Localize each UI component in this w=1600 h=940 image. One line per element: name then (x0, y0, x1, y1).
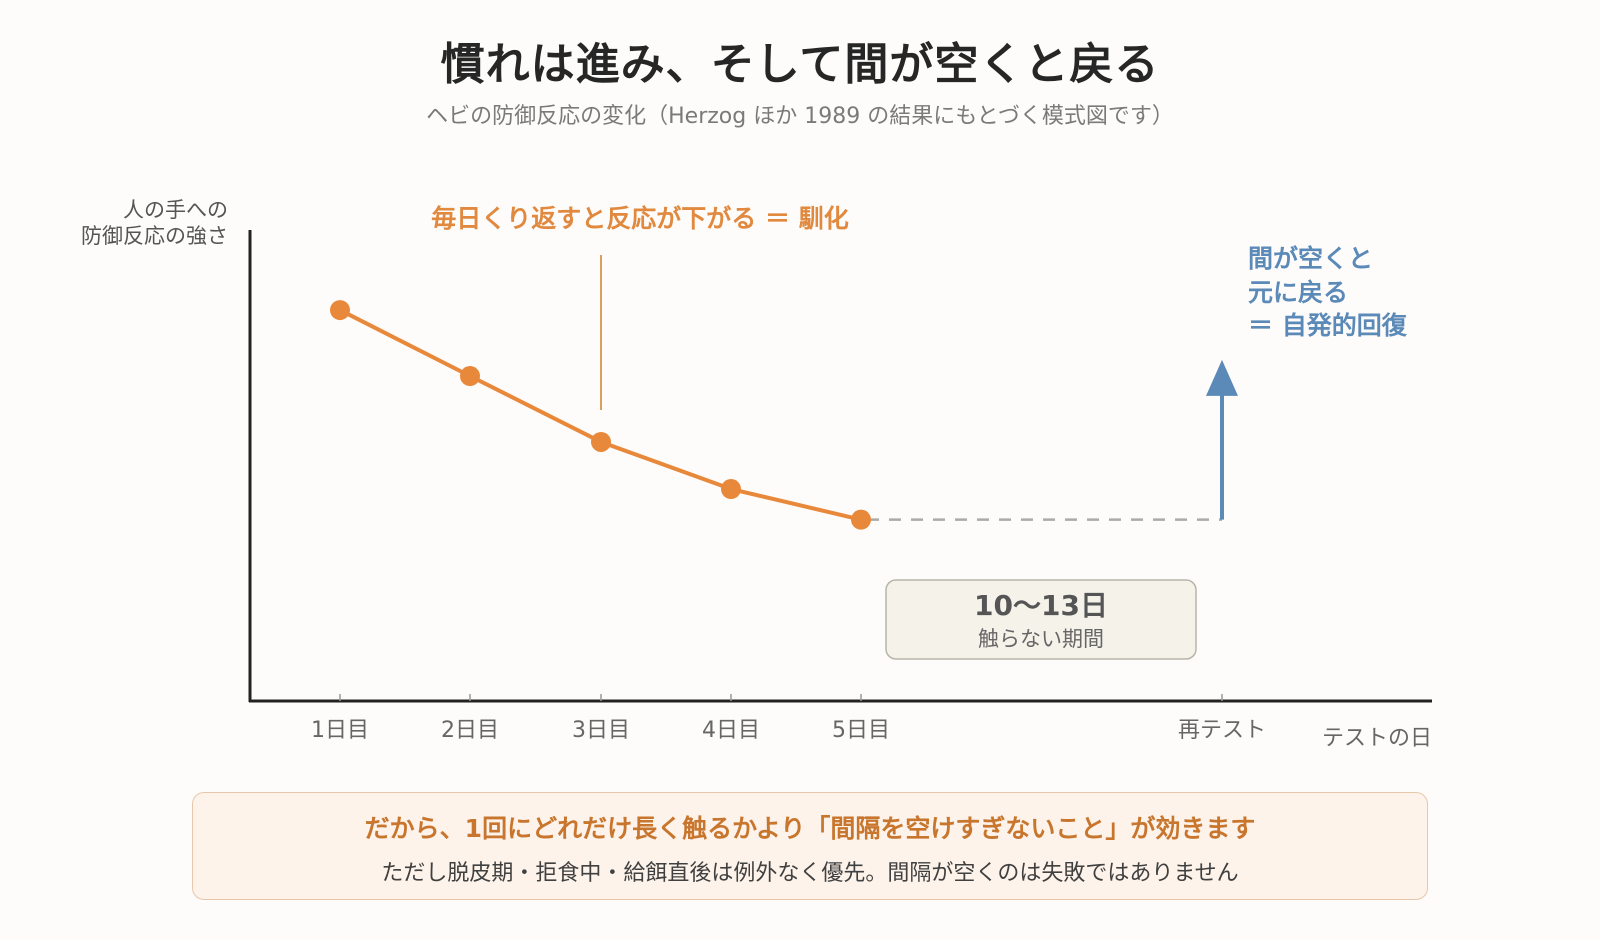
chart-title: 慣れは進み、そして間が空くと戻る (440, 39, 1160, 90)
y-axis-label-line-2: 防御反応の強さ (81, 224, 228, 248)
gap-period-title: 10〜13日 (974, 589, 1108, 622)
x-tick-label: 5日目 (832, 718, 890, 743)
data-point (591, 431, 611, 452)
x-axis-label: テストの日 (1322, 726, 1432, 751)
recovery-annotation-line-3: ＝ 自発的回復 (1248, 311, 1408, 340)
x-tick-label: 2日目 (441, 718, 499, 743)
data-point (851, 509, 871, 530)
y-axis-label-line-1: 人の手への (123, 198, 228, 222)
takeaway-subline: ただし脱皮期・拒食中・給餌直後は例外なく優先。間隔が空くのは失敗ではありません (381, 861, 1239, 886)
x-tick-label: 再テスト (1178, 718, 1266, 743)
takeaway-headline: だから、1回にどれだけ長く触るかより「間隔を空けすぎないこと」が効きます (364, 814, 1256, 843)
x-tick-label: 4日目 (702, 718, 760, 743)
data-point (330, 300, 350, 321)
habituation-annotation: 毎日くり返すと反応が下がる ＝ 馴化 (431, 204, 848, 233)
x-tick-label: 3日目 (572, 718, 630, 743)
recovery-annotation-line-2: 元に戻る (1248, 278, 1348, 307)
x-tick-label: 1日目 (311, 718, 369, 743)
takeaway-note: だから、1回にどれだけ長く触るかより「間隔を空けすぎないこと」が効きます ただし… (192, 792, 1428, 900)
retest-arrow-head (1206, 359, 1238, 396)
gap-period-box (885, 579, 1197, 660)
recovery-annotation-line-1: 間が空くと (1248, 244, 1373, 273)
chart-subtitle: ヘビの防御反応の変化（Herzog ほか 1989 の結果にもとづく模式図です） (426, 104, 1174, 129)
chart: 人の手への 防御反応の強さ 1日目 2日目 3日目 4日目 5日目 再テスト テストの日 … (81, 198, 1432, 751)
data-point (460, 366, 480, 387)
gap-period-label: 触らない期間 (978, 627, 1104, 651)
data-point (721, 479, 741, 500)
